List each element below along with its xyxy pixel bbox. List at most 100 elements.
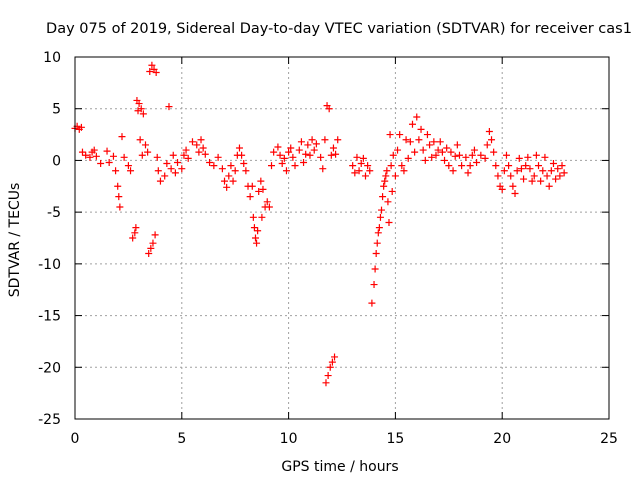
data-point bbox=[331, 353, 339, 361]
data-point bbox=[231, 167, 239, 175]
x-tick-label: 15 bbox=[386, 431, 404, 447]
data-point bbox=[145, 250, 153, 258]
data-point bbox=[135, 100, 143, 108]
data-point bbox=[92, 152, 100, 160]
data-point bbox=[165, 103, 173, 111]
data-point bbox=[274, 143, 282, 151]
data-point bbox=[118, 133, 126, 141]
data-point bbox=[402, 136, 410, 144]
grid-lines bbox=[75, 57, 609, 419]
data-point bbox=[371, 265, 379, 273]
data-point bbox=[240, 160, 248, 168]
data-point bbox=[163, 160, 171, 168]
data-point bbox=[276, 151, 284, 159]
data-point bbox=[329, 144, 337, 152]
data-point bbox=[115, 193, 123, 201]
data-point bbox=[180, 151, 188, 159]
y-tick-label: 0 bbox=[52, 153, 61, 169]
data-point bbox=[322, 379, 330, 387]
data-point bbox=[455, 151, 463, 159]
x-tick-label: 25 bbox=[600, 431, 618, 447]
data-point bbox=[306, 151, 314, 159]
data-point bbox=[144, 148, 152, 156]
data-point bbox=[383, 167, 391, 175]
data-point bbox=[466, 162, 474, 170]
data-point bbox=[248, 182, 256, 190]
data-point bbox=[302, 150, 310, 158]
data-point bbox=[310, 146, 318, 154]
data-point bbox=[278, 160, 286, 168]
data-point bbox=[246, 193, 254, 201]
y-tick-label: 10 bbox=[43, 50, 61, 66]
data-point bbox=[359, 154, 367, 162]
data-point bbox=[413, 113, 421, 121]
data-point bbox=[513, 167, 521, 175]
data-point bbox=[132, 224, 140, 232]
x-axis-label: GPS time / hours bbox=[281, 459, 398, 475]
data-point bbox=[116, 203, 124, 211]
data-point bbox=[432, 151, 440, 159]
data-point bbox=[492, 162, 500, 170]
data-point bbox=[308, 136, 316, 144]
data-point bbox=[137, 105, 145, 113]
data-point bbox=[556, 172, 564, 180]
data-point bbox=[524, 153, 532, 161]
data-point bbox=[382, 172, 390, 180]
data-point bbox=[404, 154, 412, 162]
data-point bbox=[325, 105, 333, 113]
data-point bbox=[250, 224, 258, 232]
data-point bbox=[321, 136, 329, 144]
data-point bbox=[253, 239, 261, 247]
y-tick-label: -25 bbox=[38, 412, 61, 428]
data-point bbox=[374, 229, 382, 237]
data-point bbox=[242, 167, 250, 175]
data-point bbox=[423, 131, 431, 139]
data-point bbox=[127, 167, 135, 175]
data-point bbox=[426, 141, 434, 149]
data-point bbox=[312, 140, 320, 148]
data-point bbox=[372, 250, 380, 258]
x-tick-label: 10 bbox=[280, 431, 298, 447]
data-point bbox=[526, 165, 534, 173]
data-point bbox=[530, 172, 538, 180]
data-point bbox=[78, 148, 86, 156]
data-point bbox=[103, 147, 111, 155]
data-point bbox=[378, 206, 386, 214]
data-point bbox=[193, 141, 201, 149]
data-point bbox=[481, 154, 489, 162]
data-point bbox=[249, 213, 257, 221]
data-point bbox=[156, 177, 164, 185]
data-point bbox=[547, 167, 555, 175]
data-point bbox=[355, 167, 363, 175]
data-point bbox=[443, 144, 451, 152]
data-point bbox=[488, 136, 496, 144]
data-point bbox=[381, 177, 389, 185]
data-point bbox=[408, 120, 416, 128]
data-point bbox=[386, 131, 394, 139]
data-point bbox=[326, 363, 334, 371]
data-point bbox=[394, 146, 402, 154]
data-point bbox=[543, 172, 551, 180]
data-point bbox=[517, 165, 525, 173]
plot-frame bbox=[74, 56, 610, 420]
data-point bbox=[396, 131, 404, 139]
data-point bbox=[417, 125, 425, 133]
data-point bbox=[265, 203, 273, 211]
data-point bbox=[445, 162, 453, 170]
data-point bbox=[485, 127, 493, 135]
data-point bbox=[227, 162, 235, 170]
data-point bbox=[434, 146, 442, 154]
data-point bbox=[507, 172, 515, 180]
data-point bbox=[500, 167, 508, 175]
data-point bbox=[391, 172, 399, 180]
data-point bbox=[421, 156, 429, 164]
data-point bbox=[447, 148, 455, 156]
data-point bbox=[149, 239, 157, 247]
data-point bbox=[370, 281, 378, 289]
data-point bbox=[558, 162, 566, 170]
data-point bbox=[295, 146, 303, 154]
data-point bbox=[357, 160, 365, 168]
data-point bbox=[511, 190, 519, 198]
